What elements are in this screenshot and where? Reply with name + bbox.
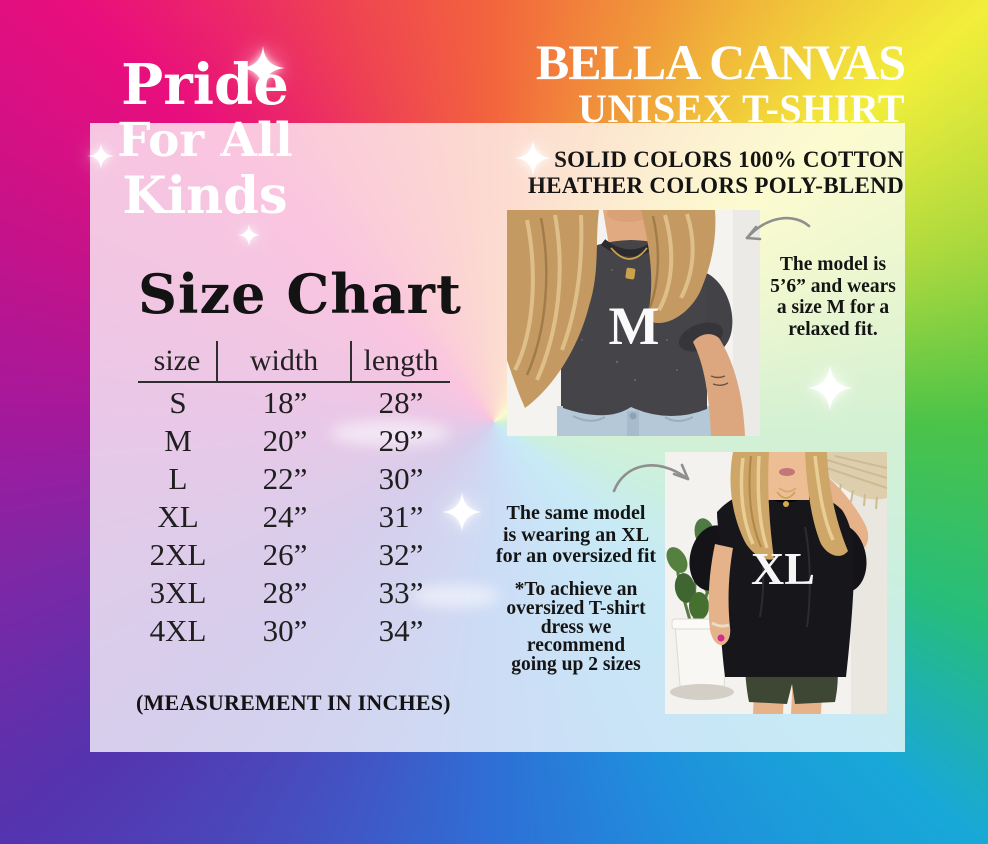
cell-length: 34” bbox=[378, 613, 424, 648]
brand-title: BELLA CANVAS UNISEX T-SHIRT bbox=[535, 34, 906, 131]
product-type: UNISEX T-SHIRT bbox=[578, 86, 905, 131]
header-cell-size: size bbox=[138, 341, 218, 381]
arrow-left-icon bbox=[745, 216, 811, 241]
airbrush-smudge bbox=[410, 585, 500, 607]
table-row: 2XL 26” 32” bbox=[138, 535, 450, 573]
cell-size: 2XL bbox=[149, 537, 207, 572]
cell-width: 20” bbox=[262, 423, 308, 458]
bracelet bbox=[711, 621, 730, 628]
logo: Pride For All Kinds bbox=[90, 55, 320, 225]
table-row: L 22” 30” bbox=[138, 459, 450, 497]
header-cell-length: length bbox=[363, 344, 439, 377]
logo-line-2: For All bbox=[117, 113, 293, 168]
cell-width: 22” bbox=[262, 461, 308, 496]
sparkle-icon bbox=[88, 143, 114, 169]
cell-width: 24” bbox=[262, 499, 308, 534]
material-note: SOLID COLORS 100% COTTON HEATHER COLORS … bbox=[528, 147, 904, 199]
cell-size: 3XL bbox=[149, 575, 207, 610]
tattoo bbox=[710, 375, 729, 386]
cell-length: 29” bbox=[378, 423, 424, 458]
cell-width: 30” bbox=[262, 613, 308, 648]
cell-size: S bbox=[169, 385, 187, 420]
model-xl-illustration: XL bbox=[665, 452, 888, 714]
table-row: S 18” 28” bbox=[138, 383, 450, 421]
cell-width: 28” bbox=[262, 575, 308, 610]
sparkle-icon bbox=[238, 224, 260, 246]
cell-size: 4XL bbox=[149, 613, 207, 648]
sparkle-icon bbox=[515, 140, 551, 176]
cell-size: M bbox=[164, 423, 192, 458]
model-m-illustration: M bbox=[507, 206, 760, 436]
logo-line-3: Kinds bbox=[122, 166, 288, 226]
photo-model-m: M bbox=[507, 206, 760, 436]
arrow-right-icon bbox=[612, 463, 690, 493]
header-cell-width: width bbox=[218, 341, 352, 381]
cell-length: 31” bbox=[378, 499, 424, 534]
sparkle-icon bbox=[241, 46, 285, 90]
logo-line-1: Pride bbox=[121, 52, 289, 118]
cell-length: 30” bbox=[378, 461, 424, 496]
brand-name: BELLA CANVAS bbox=[535, 34, 906, 90]
airbrush-smudge bbox=[330, 420, 450, 446]
table-row: 3XL 28” 33” bbox=[138, 573, 450, 611]
annotation-model-xl: The same model is wearing an XL for an o… bbox=[495, 502, 657, 567]
size-chart-title: Size Chart bbox=[138, 262, 462, 326]
photo-model-xl: XL bbox=[665, 452, 888, 714]
cell-length: 33” bbox=[378, 575, 424, 610]
cell-width: 18” bbox=[262, 385, 308, 420]
sparkle-icon bbox=[442, 492, 482, 532]
sparkle-icon bbox=[807, 365, 853, 411]
shirt-label-m: M bbox=[609, 296, 660, 356]
cell-length: 28” bbox=[378, 385, 424, 420]
shirt-label-xl: XL bbox=[751, 543, 815, 594]
size-table: size width length S 18” 28” M 20” 29” L … bbox=[138, 341, 450, 649]
table-row: 4XL 30” 34” bbox=[138, 611, 450, 649]
measurement-footnote: (MEASUREMENT IN INCHES) bbox=[136, 690, 451, 715]
table-header-row: size width length bbox=[138, 341, 450, 383]
cell-size: XL bbox=[157, 499, 199, 534]
material-line-1: SOLID COLORS 100% COTTON bbox=[554, 147, 904, 172]
table-row: M 20” 29” bbox=[138, 421, 450, 459]
table-row: XL 24” 31” bbox=[138, 497, 450, 535]
material-line-2: HEATHER COLORS POLY-BLEND bbox=[527, 173, 904, 198]
annotation-oversize-note: *To achieve an oversized T-shirt dress w… bbox=[506, 579, 646, 676]
cell-length: 32” bbox=[378, 537, 424, 572]
cell-size: L bbox=[168, 461, 188, 496]
cell-width: 26” bbox=[262, 537, 308, 572]
annotation-model-m: The model is 5’6” and wears a size M for… bbox=[770, 254, 896, 340]
